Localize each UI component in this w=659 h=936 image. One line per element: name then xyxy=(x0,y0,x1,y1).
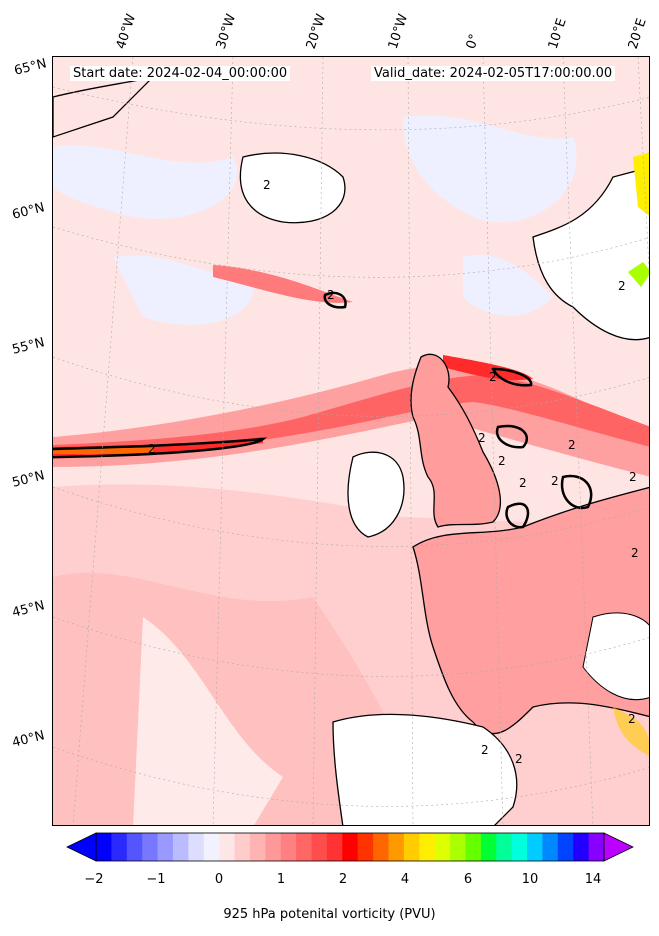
contour-label: 2 xyxy=(327,288,335,302)
lon-label: 0° xyxy=(463,32,483,51)
lon-label: 10°E xyxy=(545,16,570,51)
contour-label: 2 xyxy=(148,442,156,456)
contour-label: 2 xyxy=(629,470,637,484)
lon-label: 30°W xyxy=(213,12,240,51)
colorbar-swatch xyxy=(188,833,205,861)
colorbar-swatch xyxy=(465,833,482,861)
lat-label: 65°N xyxy=(12,56,49,79)
contour-label: 2 xyxy=(628,712,636,726)
colorbar-swatch xyxy=(480,833,497,861)
colorbar-swatch xyxy=(326,833,343,861)
colorbar-swatch xyxy=(280,833,297,861)
lat-label: 40°N xyxy=(10,728,47,751)
colorbar-swatch xyxy=(311,833,328,861)
colorbar-swatch xyxy=(96,833,112,861)
colorbar-swatch xyxy=(557,833,574,861)
colorbar-swatch xyxy=(573,833,590,861)
contour-label: 2 xyxy=(489,370,497,384)
colorbar-tick: −2 xyxy=(84,872,104,887)
colorbar-extend-low xyxy=(66,832,97,862)
colorbar-title: 925 hPa potenital vorticity (PVU) xyxy=(223,907,436,922)
colorbar-tick: 0 xyxy=(214,872,224,887)
colorbar-tick: 14 xyxy=(584,872,602,887)
lon-label: 40°W xyxy=(113,12,140,51)
lat-label: 60°N xyxy=(10,200,47,223)
colorbar-tick: 6 xyxy=(463,872,473,887)
contour-label: 2 xyxy=(519,476,527,490)
map-panel: 2 2 2 2 2 2 2 2 2 2 2 2 2 2 2 xyxy=(52,56,650,826)
lat-label: 45°N xyxy=(10,598,47,621)
colorbar-swatch xyxy=(142,833,159,861)
colorbar-swatch xyxy=(450,833,466,861)
lat-label: 50°N xyxy=(10,468,47,491)
contour-label: 2 xyxy=(478,431,486,445)
colorbar-swatch xyxy=(434,833,451,861)
colorbar-swatch xyxy=(403,833,420,861)
colorbar-extend-high xyxy=(603,832,634,862)
lon-label: 20°E xyxy=(625,16,650,51)
colorbar-tick: 10 xyxy=(521,872,539,887)
contour-label: 2 xyxy=(498,454,506,468)
colorbar-swatch xyxy=(342,833,359,861)
colorbar-swatch xyxy=(172,833,189,861)
contour-label: 2 xyxy=(263,178,271,192)
contour-label: 2 xyxy=(551,474,559,488)
colorbar-swatch xyxy=(234,833,251,861)
colorbar-swatch xyxy=(496,833,513,861)
colorbar-swatch xyxy=(527,833,543,861)
contour-labels: 2 2 2 2 2 2 2 2 2 2 2 2 2 2 2 xyxy=(148,178,639,766)
colorbar-swatch xyxy=(126,833,143,861)
colorbar-swatch xyxy=(203,833,220,861)
colorbar-swatch xyxy=(249,833,266,861)
colorbar-swatch xyxy=(111,833,128,861)
lat-label: 55°N xyxy=(10,335,47,358)
colorbar-swatch xyxy=(388,833,405,861)
colorbar-swatch xyxy=(265,833,282,861)
colorbar-swatch xyxy=(357,833,374,861)
colorbar-swatch xyxy=(511,833,528,861)
colorbar-swatch xyxy=(157,833,174,861)
contour-label: 2 xyxy=(515,752,523,766)
contour-label: 2 xyxy=(618,279,626,293)
colorbar-tick: 1 xyxy=(276,872,286,887)
contour-label: 2 xyxy=(631,546,639,560)
colorbar-swatch xyxy=(588,833,605,861)
colorbar-swatch xyxy=(296,833,313,861)
start-date-label: Start date: 2024-02-04_00:00:00 xyxy=(70,66,291,81)
valid-date-label: Valid_date: 2024-02-05T17:00:00.00 xyxy=(371,66,616,81)
contour-label: 2 xyxy=(568,438,576,452)
colorbar-swatch xyxy=(219,833,236,861)
contour-label: 2 xyxy=(481,743,489,757)
colorbar-tick: 2 xyxy=(338,872,348,887)
colorbar-tick: −1 xyxy=(146,872,166,887)
colorbar-swatch xyxy=(419,833,436,861)
colorbar-swatch xyxy=(373,833,389,861)
colorbar-swatch xyxy=(542,833,559,861)
colorbar xyxy=(66,832,634,862)
lon-label: 20°W xyxy=(303,12,330,51)
lon-label: 10°W xyxy=(385,12,412,51)
pv-field-map: 2 2 2 2 2 2 2 2 2 2 2 2 2 2 2 xyxy=(53,57,649,825)
colorbar-tick: 4 xyxy=(400,872,410,887)
